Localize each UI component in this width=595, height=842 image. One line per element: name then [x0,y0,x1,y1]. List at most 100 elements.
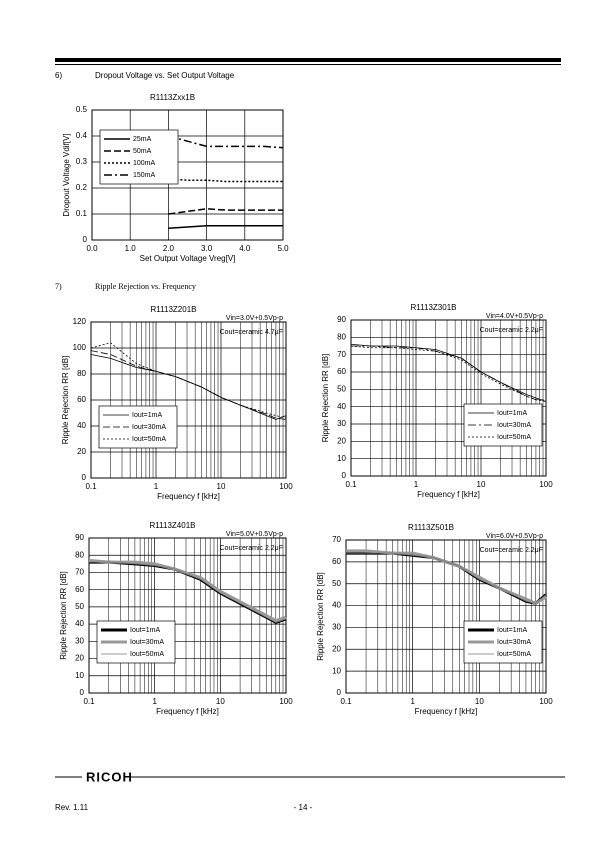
x-axis-label: Frequency f [kHz] [415,707,478,716]
y-tick-label: 100 [73,343,87,352]
x-tick-label: 0.1 [340,697,352,706]
series-line [90,350,287,420]
y-tick-label: 40 [77,421,86,430]
x-tick-label: 3.0 [201,244,213,253]
section-title: Ripple Rejection vs. Frequency [95,282,196,291]
legend-label: Iout=30mA [497,639,531,646]
chart-title: R1113Z201B [151,305,197,314]
y-tick-label: 10 [75,671,84,680]
legend-label: 100mA [133,160,156,167]
y-tick-label: 90 [75,533,84,542]
series-line [346,552,547,604]
x-tick-label: 0.1 [83,697,95,706]
logo: RICOH [86,769,133,784]
y-tick-label: 60 [75,585,84,594]
y-tick-label: 80 [337,332,346,341]
series-line [168,135,284,149]
section-title: Dropout Voltage vs. Set Output Voltage [95,71,235,80]
series-line [89,561,287,623]
y-tick-label: 80 [77,369,86,378]
y-tick-label: 50 [332,579,341,588]
legend-label: Iout=50mA [497,651,531,658]
x-tick-label: 100 [279,482,293,491]
y-tick-label: 10 [337,454,346,463]
legend-label: Iout=50mA [132,436,166,443]
x-tick-label: 100 [539,697,553,706]
annotation: Vin=3.0V+0.5Vp-p [226,315,283,322]
y-tick-label: 60 [332,557,341,566]
x-tick-label: 1 [410,697,415,706]
legend-label: Iout=50mA [497,434,531,441]
plot-area [345,539,547,694]
annotation: Cout=ceramic 2.2μF [220,545,283,552]
legend-label: 50mA [133,148,152,155]
y-tick-label: 80 [75,550,84,559]
y-tick-label: 0 [80,688,85,697]
series-line [350,343,547,402]
annotation: Cout=ceramic 4.7μF [220,329,283,336]
y-tick-label: 50 [75,602,84,611]
series-line [168,208,283,215]
x-tick-label: 10 [477,480,486,489]
chart-title: R1113Z501B [408,523,454,532]
chart-title: R1113Z401B [150,521,196,530]
series-line [351,345,546,401]
x-axis-label: Frequency f [kHz] [417,490,480,499]
y-tick-label: 0.1 [76,209,88,218]
y-axis-label: Ripple Rejection RR [dB] [61,356,70,444]
y-tick-label: 20 [75,654,84,663]
y-tick-label: 30 [337,419,346,428]
y-tick-label: 30 [75,636,84,645]
legend-label: 25mA [133,136,152,143]
legend-label: Iout=1mA [130,627,160,634]
x-axis-label: Frequency f [kHz] [157,492,220,501]
plot-area [350,319,547,477]
y-tick-label: 60 [337,367,346,376]
x-tick-label: 0.0 [86,244,98,253]
y-tick-label: 0 [83,235,88,244]
y-tick-label: 90 [337,315,346,324]
page-number: - 14 - [294,803,313,812]
x-tick-label: 0.1 [345,480,357,489]
x-tick-label: 1.0 [125,244,137,253]
x-tick-label: 100 [539,480,553,489]
series-line [168,224,283,230]
x-tick-label: 2.0 [163,244,175,253]
section-number: 7) [55,282,62,291]
x-tick-label: 4.0 [239,244,251,253]
legend-label: Iout=1mA [497,410,527,417]
annotation: Vin=5.0V+0.5Vp-p [226,531,283,538]
x-tick-label: 10 [216,697,225,706]
y-tick-label: 20 [77,447,86,456]
legend-label: 150mA [133,172,156,179]
x-tick-label: 0.1 [85,482,97,491]
series-line [88,558,287,623]
series-line [90,342,287,419]
y-tick-label: 70 [332,535,341,544]
y-axis-label: Ripple Rejection RR [dB] [316,572,325,660]
annotation: Cout=ceramic 2.2μF [480,327,543,334]
y-tick-label: 0.5 [76,105,88,114]
y-tick-label: 70 [75,568,84,577]
section-number: 6) [55,71,62,80]
y-tick-label: 60 [77,395,86,404]
annotation: Vin=6.0V+0.5Vp-p [486,533,543,540]
y-tick-label: 0.2 [76,183,88,192]
legend-box [463,403,543,447]
chart-title: R1113Zxx1B [150,93,195,102]
x-axis-label: Set Output Voltage Vreg[V] [140,254,236,263]
y-tick-label: 0.4 [76,131,88,140]
x-tick-label: 1 [152,697,157,706]
legend-label: Iout=1mA [132,412,162,419]
legend-label: Iout=50mA [130,651,164,658]
x-tick-label: 10 [217,482,226,491]
y-tick-label: 10 [332,666,341,675]
y-tick-label: 30 [332,623,341,632]
annotation: Cout=ceramic 2.2μF [480,547,543,554]
series-line [350,345,547,402]
legend-label: Iout=1mA [497,627,527,634]
x-axis-label: Frequency f [kHz] [156,707,219,716]
y-tick-label: 70 [337,350,346,359]
header-rule [55,58,561,62]
x-tick-label: 10 [475,697,484,706]
